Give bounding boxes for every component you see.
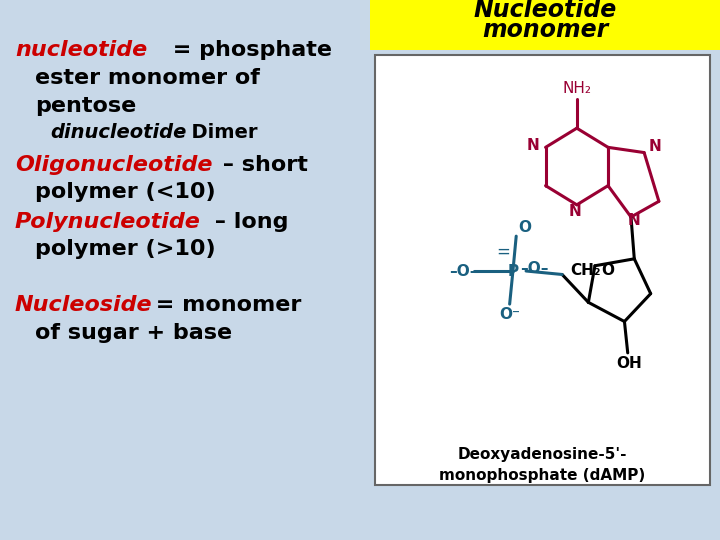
Text: = monomer: = monomer	[148, 295, 302, 315]
Text: Oligonucleotide: Oligonucleotide	[15, 155, 212, 175]
Text: O: O	[518, 220, 531, 235]
Text: – long: – long	[207, 212, 289, 232]
Text: N: N	[569, 204, 582, 219]
Text: –O–: –O–	[449, 264, 478, 279]
Bar	[375, 55, 710, 485]
Text: ester monomer of: ester monomer of	[35, 68, 260, 88]
Text: = phosphate: = phosphate	[165, 40, 332, 60]
Text: Polynucleotide: Polynucleotide	[15, 212, 201, 232]
Text: CH₂: CH₂	[570, 263, 600, 278]
Text: polymer (<10): polymer (<10)	[35, 182, 215, 202]
Text: –O–: –O–	[520, 261, 549, 276]
Text: O: O	[601, 262, 615, 278]
Text: monomer: monomer	[482, 18, 608, 42]
Text: Nucleotide: Nucleotide	[473, 0, 616, 22]
Text: dinucleotide: dinucleotide	[50, 123, 186, 141]
Text: – short: – short	[215, 155, 308, 175]
Text: Deoxyadenosine-5'-
monophosphate (dAMP): Deoxyadenosine-5'- monophosphate (dAMP)	[439, 447, 645, 483]
Text: P: P	[508, 264, 518, 279]
Text: OH: OH	[616, 356, 642, 371]
Text: polymer (>10): polymer (>10)	[35, 239, 215, 259]
Text: O⁻: O⁻	[499, 307, 520, 322]
Text: N: N	[527, 138, 540, 153]
Text: N: N	[628, 213, 641, 228]
Text: of sugar + base: of sugar + base	[35, 323, 232, 343]
Text: nucleotide: nucleotide	[15, 40, 148, 60]
Text: - Dimer: - Dimer	[170, 123, 258, 141]
Bar	[370, 0, 720, 50]
Text: NH₂: NH₂	[562, 80, 591, 96]
Text: Nucleoside: Nucleoside	[15, 295, 153, 315]
Text: =: =	[496, 243, 510, 261]
Text: pentose: pentose	[35, 96, 136, 116]
Text: N: N	[649, 139, 662, 154]
